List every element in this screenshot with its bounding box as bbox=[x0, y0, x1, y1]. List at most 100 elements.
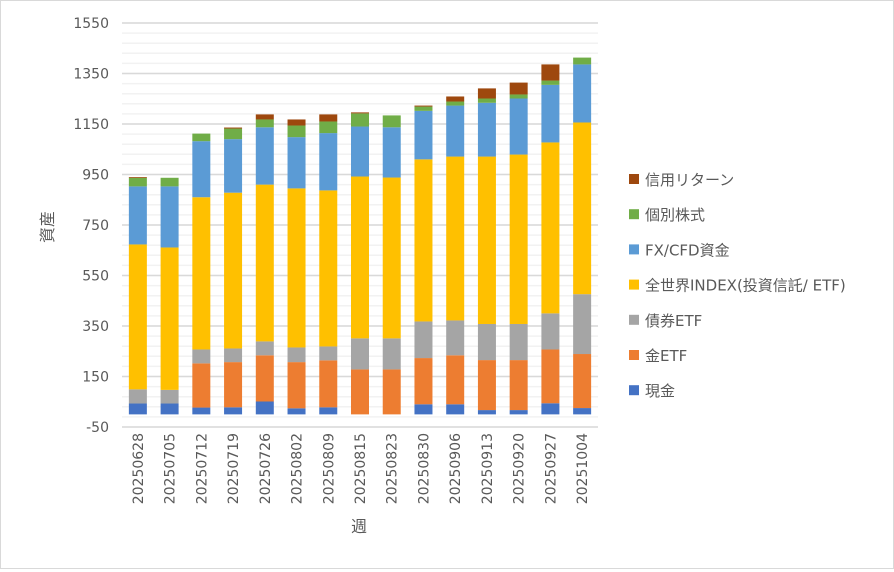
bar-segment bbox=[446, 101, 465, 106]
x-tick-labels: 20250628 20250705 20250712 20250719 20250726… bbox=[131, 433, 591, 504]
bar-segment bbox=[128, 177, 147, 178]
bar-segment bbox=[319, 360, 338, 408]
bar-segment bbox=[319, 407, 338, 415]
bar-segment bbox=[224, 362, 243, 408]
bar-segment bbox=[351, 176, 369, 339]
bar-segment bbox=[446, 320, 465, 356]
bar-segment bbox=[541, 142, 560, 314]
x-axis-title: 週 bbox=[351, 517, 367, 536]
x-tick-label: 20250830 bbox=[416, 433, 432, 504]
bar-segment bbox=[509, 323, 528, 361]
y-tick-label: 950 bbox=[82, 168, 109, 184]
bar-segment bbox=[573, 64, 592, 123]
bar-segment bbox=[541, 313, 560, 350]
bar-segment bbox=[160, 247, 179, 390]
y-tick-label: -50 bbox=[86, 420, 109, 436]
bar-segment bbox=[509, 360, 528, 411]
legend-label: 現金 bbox=[645, 382, 675, 400]
legend-label: 債券ETF bbox=[645, 312, 702, 330]
bar-segment bbox=[382, 369, 401, 415]
bar-segment bbox=[573, 57, 592, 65]
bar-segment bbox=[509, 410, 528, 415]
bar-segment bbox=[509, 94, 528, 99]
legend-swatch bbox=[629, 174, 639, 184]
bar-segment bbox=[224, 407, 243, 415]
bar-segment bbox=[319, 133, 338, 191]
legend-label: 金ETF bbox=[645, 347, 687, 365]
x-tick-label: 20250920 bbox=[512, 433, 528, 504]
x-tick-label: 20250823 bbox=[385, 433, 401, 504]
bar-segment bbox=[255, 119, 274, 128]
bar-segment bbox=[477, 410, 496, 415]
x-tick-label: 20250913 bbox=[480, 433, 496, 504]
legend-swatch bbox=[629, 244, 639, 255]
bar-segment bbox=[351, 112, 369, 114]
bar-segment bbox=[255, 184, 274, 342]
bar-segment bbox=[414, 159, 433, 322]
bar-segment bbox=[382, 177, 401, 339]
x-tick-label: 20250815 bbox=[353, 433, 369, 504]
legend-swatch bbox=[629, 209, 639, 220]
x-tick-label: 20250927 bbox=[543, 433, 559, 504]
bar-segment bbox=[351, 369, 369, 415]
bar-segment bbox=[160, 177, 179, 187]
bar-segment bbox=[573, 122, 592, 295]
bar-segment bbox=[192, 197, 211, 350]
bar-segment bbox=[287, 408, 306, 415]
bar-segment bbox=[477, 102, 496, 157]
x-tick-label: 20250906 bbox=[448, 433, 464, 504]
legend-label: 信用リターン bbox=[645, 171, 734, 189]
bar-segment bbox=[255, 401, 274, 415]
bar-segment bbox=[414, 110, 433, 160]
bar-segment bbox=[446, 156, 465, 321]
x-tick-label: 20250809 bbox=[321, 433, 337, 504]
y-axis-title: 資産 bbox=[38, 211, 57, 243]
y-tick-label: 350 bbox=[82, 319, 109, 335]
bar-segment bbox=[319, 114, 338, 122]
y-tick-label: 750 bbox=[82, 218, 109, 234]
bar-segment bbox=[287, 188, 306, 348]
bar-segment bbox=[573, 408, 592, 415]
bar-segment bbox=[160, 186, 179, 248]
bar-segment bbox=[255, 114, 274, 120]
bar-segment bbox=[414, 105, 433, 107]
bar-segment bbox=[255, 355, 274, 402]
bar-segment bbox=[224, 139, 243, 193]
bar-segment bbox=[192, 363, 211, 408]
x-tick-label: 20250628 bbox=[131, 433, 147, 504]
bar-segment bbox=[477, 360, 496, 411]
y-tick-label: 1550 bbox=[73, 16, 109, 32]
bar-segment bbox=[477, 98, 496, 103]
legend-label: 全世界INDEX(投資信託/ ETF) bbox=[645, 277, 846, 295]
bar-segment bbox=[414, 404, 433, 415]
y-tick-labels: -50 150 350 550 750 950 1150 1350 1550 bbox=[73, 16, 109, 436]
bar-segment bbox=[160, 389, 179, 404]
bar-segment bbox=[319, 121, 338, 134]
bar-segment bbox=[541, 80, 560, 85]
bar-segment bbox=[509, 154, 528, 324]
legend-swatch bbox=[629, 279, 639, 290]
bar-segment bbox=[477, 323, 496, 361]
bar-segment bbox=[382, 115, 401, 128]
bar-segment bbox=[128, 186, 147, 245]
bar-segment bbox=[382, 338, 401, 370]
bar-segment bbox=[351, 338, 369, 370]
bar-segment bbox=[224, 128, 243, 140]
bar-segment bbox=[446, 355, 465, 405]
bar-segment bbox=[287, 347, 306, 363]
bar-segment bbox=[446, 105, 465, 157]
bar-segment bbox=[382, 127, 401, 178]
bar-segment bbox=[446, 404, 465, 415]
x-tick-label: 20251004 bbox=[575, 433, 591, 504]
x-tick-label: 20250705 bbox=[163, 433, 179, 504]
bar-segment bbox=[541, 403, 560, 415]
bar-segment bbox=[319, 346, 338, 361]
legend-label: 個別株式 bbox=[645, 206, 705, 224]
bar-segment bbox=[509, 82, 528, 95]
x-tick-label: 20250719 bbox=[226, 433, 242, 504]
bar-segment bbox=[192, 141, 211, 198]
bar-segment bbox=[128, 403, 147, 415]
bar-segment bbox=[541, 64, 560, 81]
